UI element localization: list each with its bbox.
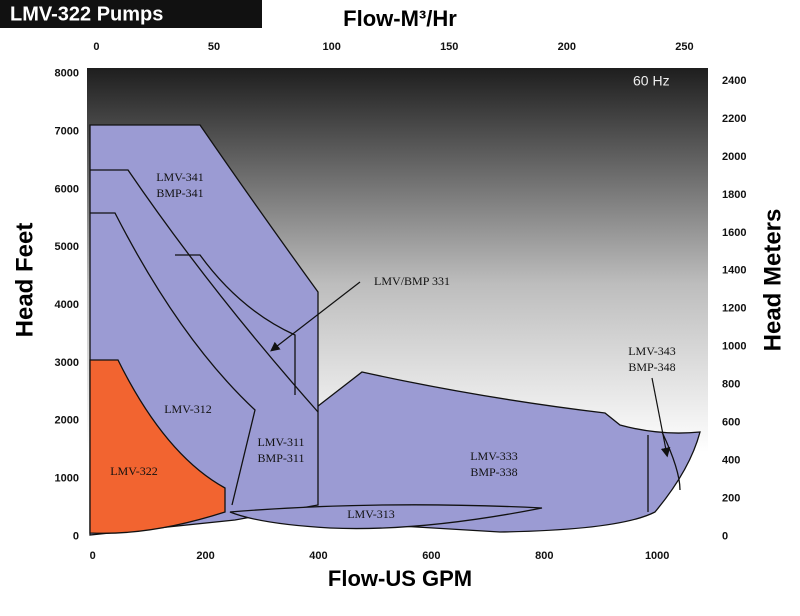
y2-tick-label: 2200 — [722, 113, 746, 125]
region-label: LMV-312 — [164, 402, 212, 416]
region-label: LMV-343 — [628, 344, 676, 358]
region-313 — [229, 504, 543, 530]
y2-tick-label: 400 — [722, 454, 740, 466]
x-tick-label: 600 — [422, 550, 440, 562]
y-tick-label: 5000 — [55, 241, 79, 253]
x2-tick-label: 150 — [440, 41, 458, 53]
x2-tick-label: 200 — [558, 41, 576, 53]
region-label: LMV-313 — [347, 507, 395, 521]
x2-tick-label: 0 — [93, 41, 99, 53]
region-label: BMP-341 — [156, 186, 203, 200]
y-tick-label: 3000 — [55, 357, 79, 369]
y-tick-label: 2000 — [55, 415, 79, 427]
y2-tick-label: 2400 — [722, 75, 746, 87]
pointer-343 — [651, 377, 671, 458]
region-label: BMP-311 — [258, 451, 305, 465]
y2-tick-label: 600 — [722, 416, 740, 428]
region-343-edge — [647, 431, 681, 512]
region-312-edge — [90, 212, 256, 506]
y-tick-label: 8000 — [55, 68, 79, 80]
region-label: LMV-311 — [257, 435, 304, 449]
x-tick-label: 400 — [309, 550, 327, 562]
x2-tick-label: 250 — [675, 41, 693, 53]
chart-title: LMV-322 Pumps — [10, 3, 163, 25]
y2-tick-label: 1200 — [722, 303, 746, 315]
y-tick-label: 0 — [73, 530, 79, 542]
frequency-note: 60 Hz — [633, 73, 670, 89]
x-tick-label: 1000 — [645, 550, 669, 562]
y-tick-label: 1000 — [55, 473, 79, 485]
y-label: Head Feet — [11, 223, 38, 338]
region-label: LMV/BMP 331 — [374, 274, 450, 288]
region-333 — [299, 371, 701, 533]
region-label: LMV-322 — [110, 464, 158, 478]
pointer-331 — [270, 281, 361, 352]
y2-tick-label: 1400 — [722, 265, 746, 277]
x2-tick-label: 50 — [208, 41, 220, 53]
y2-label: Head Meters — [759, 209, 786, 352]
y2-tick-label: 1600 — [722, 227, 746, 239]
region-label: LMV-333 — [470, 449, 518, 463]
y2-tick-label: 800 — [722, 379, 740, 391]
title-box — [0, 0, 262, 28]
region-322 — [89, 359, 226, 534]
y2-tick-label: 0 — [722, 530, 728, 542]
region-331-inner — [175, 254, 296, 395]
region-331-edge — [90, 169, 319, 413]
x-tick-label: 800 — [535, 550, 553, 562]
y-tick-label: 6000 — [55, 183, 79, 195]
region-label: BMP-338 — [470, 465, 517, 479]
x-tick-label: 200 — [196, 550, 214, 562]
y2-tick-label: 2000 — [722, 151, 746, 163]
y2-tick-label: 1800 — [722, 189, 746, 201]
x-tick-label: 0 — [90, 550, 96, 562]
y2-tick-label: 1000 — [722, 341, 746, 353]
y-tick-label: 7000 — [55, 126, 79, 138]
region-label: LMV-341 — [156, 170, 204, 184]
y2-tick-label: 200 — [722, 492, 740, 504]
x-label: Flow-US GPM — [328, 566, 472, 591]
x2-tick-label: 100 — [322, 41, 340, 53]
region-label: BMP-348 — [628, 360, 675, 374]
y-tick-label: 4000 — [55, 299, 79, 311]
x2-label: Flow-M³/Hr — [343, 6, 457, 31]
